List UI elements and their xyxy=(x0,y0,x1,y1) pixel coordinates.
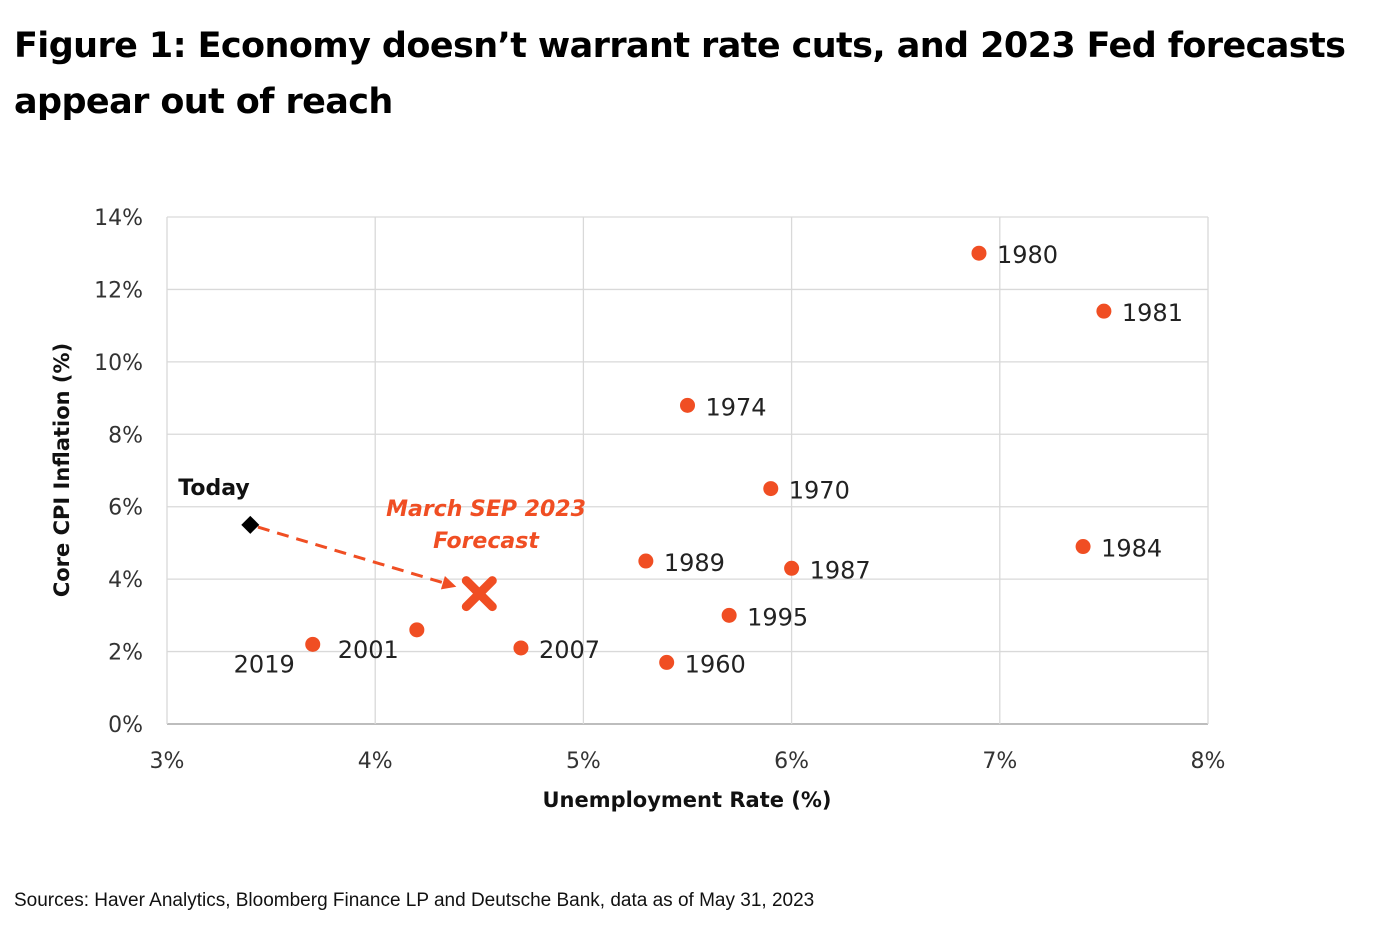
x-axis-title: Unemployment Rate (%) xyxy=(542,788,831,812)
data-point-1984 xyxy=(1075,539,1091,555)
y-tick-label: 10% xyxy=(94,351,143,376)
data-label-2007: 2007 xyxy=(539,636,600,664)
data-point-1987 xyxy=(784,560,800,576)
y-tick-label: 2% xyxy=(108,641,143,666)
y-tick-label: 4% xyxy=(108,568,143,593)
today-label: Today xyxy=(178,476,249,501)
forecast-label: March SEP 2023 xyxy=(386,497,586,522)
data-label-1974: 1974 xyxy=(706,393,767,421)
data-label-1970: 1970 xyxy=(789,477,850,505)
grid-lines xyxy=(166,216,1209,725)
data-label-1989: 1989 xyxy=(664,549,725,577)
annotations: Today March SEP 2023 Forecast xyxy=(178,476,586,590)
data-point-1981 xyxy=(1096,303,1112,319)
scatter-chart: 3% 4% 5% 6% 7% 8% 0% 2% 4% 6% 8% 10% 12% 14% Unemplo… xyxy=(50,206,1226,812)
x-axis-ticks: 3% 4% 5% 6% 7% 8% xyxy=(150,749,1226,774)
data-point-1960 xyxy=(659,654,675,670)
arrow-head-icon xyxy=(440,575,457,590)
x-tick-label: 8% xyxy=(1191,749,1226,774)
x-tick-label: 6% xyxy=(774,749,809,774)
forecast-label: Forecast xyxy=(433,529,540,554)
y-tick-label: 6% xyxy=(108,496,143,521)
x-tick-label: 3% xyxy=(150,749,185,774)
y-tick-label: 0% xyxy=(108,713,143,738)
source-note: Sources: Haver Analytics, Bloomberg Fina… xyxy=(14,890,815,911)
y-tick-label: 14% xyxy=(94,206,143,231)
data-label-2001: 2001 xyxy=(338,636,399,664)
data-label-2019: 2019 xyxy=(234,650,295,678)
data-label-1981: 1981 xyxy=(1122,299,1183,327)
data-label-1995: 1995 xyxy=(747,603,808,631)
data-point-2019 xyxy=(305,636,321,652)
dashed-arrow-line xyxy=(257,525,448,586)
forecast-x-marker xyxy=(461,576,497,612)
x-tick-label: 7% xyxy=(982,749,1017,774)
data-point-1970 xyxy=(763,481,779,497)
data-label-1980: 1980 xyxy=(997,241,1058,269)
data-point-1989 xyxy=(638,553,654,569)
data-point-1995 xyxy=(721,607,737,623)
y-axis-title: Core CPI Inflation (%) xyxy=(50,343,74,597)
data-point-2007 xyxy=(513,640,529,656)
y-tick-label: 12% xyxy=(94,278,143,303)
today-diamond-marker xyxy=(241,515,260,534)
data-label-1987: 1987 xyxy=(810,556,871,584)
data-label-1984: 1984 xyxy=(1101,535,1162,563)
data-point-1980 xyxy=(971,245,987,261)
data-label-1960: 1960 xyxy=(685,650,746,678)
y-axis-ticks: 0% 2% 4% 6% 8% 10% 12% 14% xyxy=(94,206,143,738)
data-point-2001 xyxy=(409,622,425,638)
figure-title: Figure 1: Economy doesn’t warrant rate c… xyxy=(14,26,1346,122)
x-tick-label: 4% xyxy=(358,749,393,774)
x-tick-label: 5% xyxy=(566,749,601,774)
y-tick-label: 8% xyxy=(108,423,143,448)
data-point-1974 xyxy=(680,397,695,413)
